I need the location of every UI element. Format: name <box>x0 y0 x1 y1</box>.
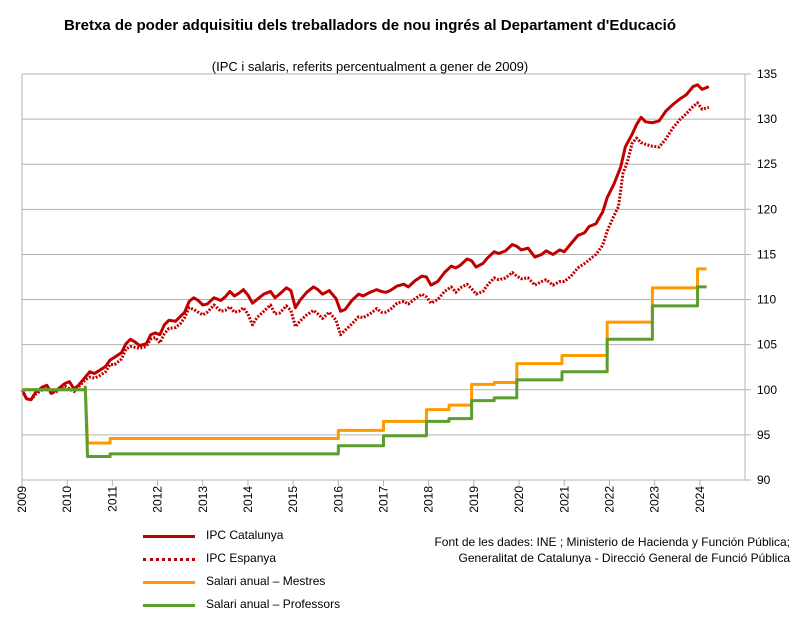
y-tick-label: 125 <box>757 157 777 171</box>
legend-label: Salari anual – Professors <box>206 597 341 611</box>
y-tick-label: 95 <box>757 428 771 442</box>
source-note: Font de les dades: INE ; Ministerio de H… <box>420 534 790 566</box>
legend-swatch <box>143 604 195 607</box>
x-tick-label: 2013 <box>196 486 210 513</box>
y-tick-label: 90 <box>757 473 771 487</box>
series-line-ipc-espanya <box>20 101 710 402</box>
y-tick-label: 120 <box>757 202 777 216</box>
x-tick-labels: 2009 2010 2011 2012 2013 2014 2015 2016 2017 2018… <box>15 486 707 513</box>
series-line-salari-anual-professors <box>22 285 707 459</box>
x-tick-label: 2015 <box>286 486 300 513</box>
x-tick-label: 2012 <box>151 486 165 513</box>
axes <box>21 73 751 486</box>
x-tick-label: 2014 <box>241 486 255 513</box>
legend-swatch <box>143 558 195 561</box>
source-line-2: Generalitat de Catalunya - Direcció Gene… <box>458 551 790 565</box>
legend-label: Salari anual – Mestres <box>206 574 326 588</box>
legend-swatch <box>143 581 195 584</box>
x-tick-label: 2021 <box>557 486 571 513</box>
x-tick-label: 2023 <box>648 486 662 513</box>
legend-label: IPC Catalunya <box>206 528 284 542</box>
source-line-1: Font de les dades: INE ; Ministerio de H… <box>434 535 790 549</box>
y-tick-label: 135 <box>757 67 777 81</box>
y-tick-labels: 90 95 100 105 110 115 120 125 130 135 <box>757 67 777 487</box>
x-tick-label: 2024 <box>693 486 707 513</box>
x-tick-label: 2017 <box>377 486 391 513</box>
x-tick-label: 2009 <box>15 486 29 513</box>
y-tick-label: 105 <box>757 338 777 352</box>
x-tick-label: 2010 <box>60 486 74 513</box>
series-line-ipc-catalunya <box>20 83 710 402</box>
x-tick-label: 2018 <box>422 486 436 513</box>
x-tick-label: 2011 <box>105 486 119 512</box>
x-tick-label: 2016 <box>331 486 345 513</box>
series-layer <box>20 83 710 459</box>
legend-label: IPC Espanya <box>206 551 277 565</box>
y-tick-label: 130 <box>757 112 777 126</box>
y-tick-label: 110 <box>757 293 776 307</box>
chart-title: Bretxa de poder adquisitiu dels treballa… <box>63 17 677 34</box>
x-tick-label: 2020 <box>512 486 526 513</box>
x-tick-label: 2022 <box>602 486 616 513</box>
y-tick-label: 100 <box>757 383 777 397</box>
legend-swatch <box>143 535 195 538</box>
x-tick-label: 2019 <box>467 486 481 513</box>
y-tick-label: 115 <box>757 247 776 261</box>
grid-lines <box>22 73 745 481</box>
chart-subtitle: (IPC i salaris, referits percentualment … <box>211 59 529 74</box>
